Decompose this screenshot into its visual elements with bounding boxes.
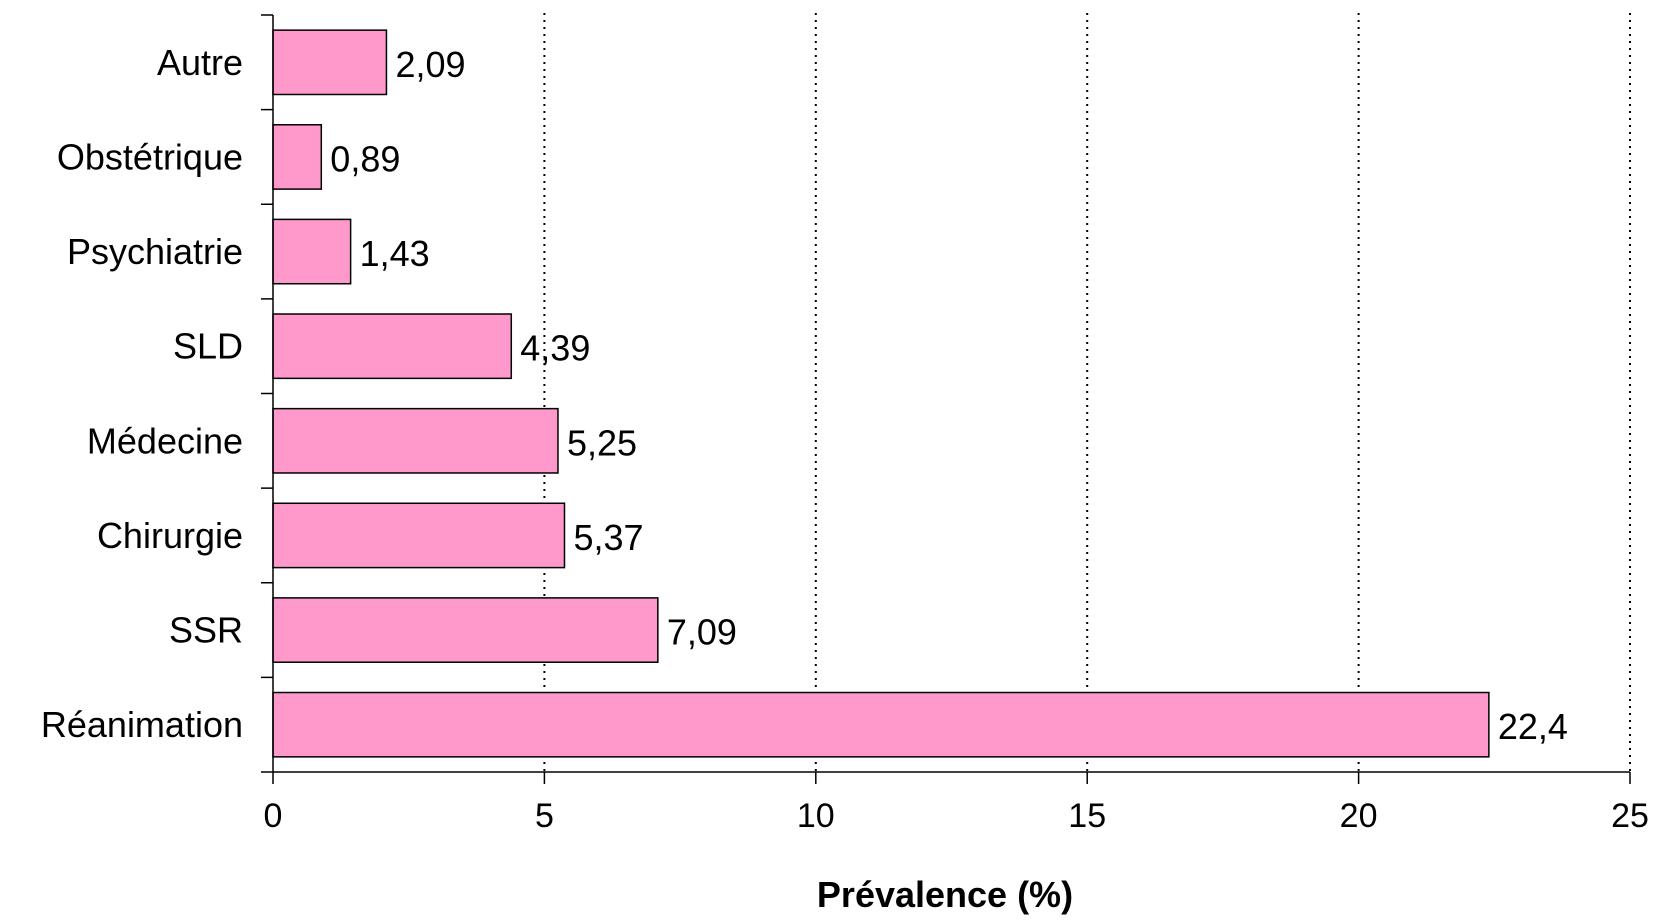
x-tick-label-3: 15 bbox=[1068, 797, 1106, 835]
category-label-7: Réanimation bbox=[41, 704, 243, 745]
category-label-6: SSR bbox=[169, 610, 243, 651]
bar-5 bbox=[272, 502, 566, 569]
category-label-1: Obstétrique bbox=[57, 136, 243, 177]
data-label-1: 0,89 bbox=[330, 138, 400, 179]
data-label-7: 22,4 bbox=[1498, 706, 1568, 747]
bars bbox=[272, 29, 1490, 758]
x-tick-label-4: 20 bbox=[1340, 797, 1378, 835]
bar-3 bbox=[272, 313, 513, 380]
bar-2 bbox=[272, 218, 352, 285]
category-label-3: SLD bbox=[173, 326, 243, 367]
bar-7 bbox=[272, 691, 1490, 758]
bar-0 bbox=[272, 29, 388, 96]
data-label-2: 1,43 bbox=[360, 233, 430, 274]
data-label-0: 2,09 bbox=[395, 44, 465, 85]
x-axis-title: Prévalence (%) bbox=[817, 874, 1073, 915]
category-label-5: Chirurgie bbox=[97, 515, 243, 556]
bar-6 bbox=[272, 597, 659, 663]
x-tick-label-2: 10 bbox=[797, 797, 835, 835]
bar-4 bbox=[272, 407, 559, 474]
data-label-3: 4,39 bbox=[520, 328, 590, 369]
axes bbox=[261, 14, 1631, 784]
bar-1 bbox=[272, 124, 323, 190]
labels: Autre 2,09 Obstétrique 0,89 Psychiatrie 1,43 S… bbox=[41, 42, 1649, 835]
x-tick-label-0: 0 bbox=[264, 797, 283, 835]
x-tick-label-1: 5 bbox=[535, 797, 554, 835]
data-label-6: 7,09 bbox=[667, 612, 737, 653]
x-tick-label-5: 25 bbox=[1611, 797, 1649, 835]
category-label-2: Psychiatrie bbox=[67, 231, 243, 272]
data-label-4: 5,25 bbox=[567, 422, 637, 463]
category-label-4: Médecine bbox=[87, 420, 243, 461]
grid-lines bbox=[543, 13, 1631, 772]
data-label-5: 5,37 bbox=[573, 517, 643, 558]
category-label-0: Autre bbox=[157, 42, 243, 83]
